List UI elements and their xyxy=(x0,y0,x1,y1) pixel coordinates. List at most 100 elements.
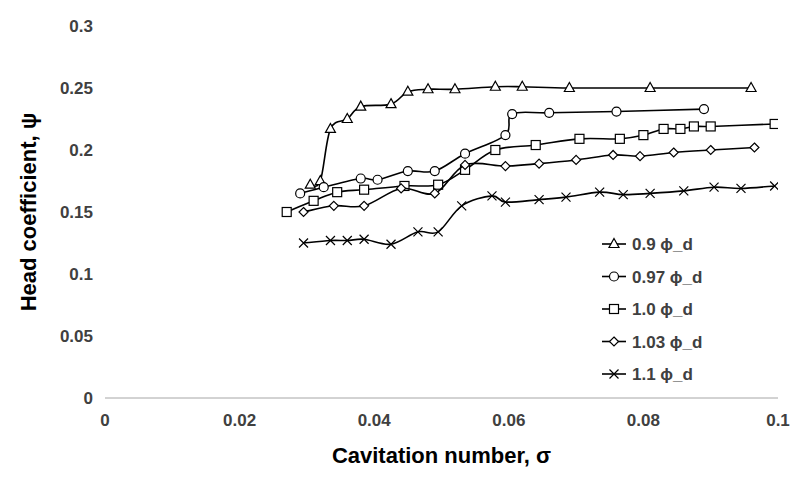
x-tick-label: 0.08 xyxy=(627,411,660,430)
data-point xyxy=(679,186,688,195)
x-axis-title: Cavitation number, σ xyxy=(332,443,551,468)
data-point xyxy=(572,155,581,164)
legend: 0.9 ϕ_d0.97 ϕ_d1.0 ϕ_d1.03 ϕ_d1.1 ϕ_d xyxy=(602,235,702,384)
data-point xyxy=(325,123,335,132)
data-point xyxy=(487,191,496,200)
legend-label: 0.9 ϕ_d xyxy=(632,235,693,254)
data-point xyxy=(676,124,685,133)
data-point xyxy=(403,167,412,176)
data-point xyxy=(501,131,510,140)
data-point xyxy=(329,201,338,210)
x-tick-label: 0 xyxy=(100,411,109,430)
data-point xyxy=(333,188,342,197)
x-axis xyxy=(105,398,778,399)
data-point xyxy=(659,124,668,133)
data-point xyxy=(746,83,756,92)
data-point xyxy=(501,162,510,171)
data-point xyxy=(461,149,470,158)
legend-marker xyxy=(610,305,619,314)
data-point xyxy=(689,122,698,131)
data-point xyxy=(736,184,745,193)
data-point xyxy=(360,185,369,194)
data-point xyxy=(609,150,618,159)
data-point xyxy=(645,83,655,92)
series-line xyxy=(304,186,775,244)
data-point xyxy=(299,239,308,248)
data-point xyxy=(669,148,678,157)
data-point xyxy=(770,181,778,190)
data-point xyxy=(706,122,715,131)
data-point xyxy=(299,208,308,217)
data-point xyxy=(646,189,655,198)
data-point xyxy=(699,105,708,114)
y-tick-label: 0.15 xyxy=(60,203,93,222)
data-point xyxy=(615,134,624,143)
data-point xyxy=(535,159,544,168)
data-point xyxy=(430,167,439,176)
legend-marker xyxy=(610,337,619,346)
data-point xyxy=(612,107,621,116)
data-point xyxy=(450,84,460,93)
data-point xyxy=(491,146,500,155)
data-point xyxy=(305,179,315,188)
data-point xyxy=(343,236,352,245)
data-point xyxy=(423,84,433,93)
series-line xyxy=(287,124,775,212)
data-point xyxy=(397,184,406,193)
data-point xyxy=(770,119,778,128)
data-point xyxy=(564,83,574,92)
data-point xyxy=(319,183,328,192)
data-point xyxy=(750,143,759,152)
legend-label: 1.1 ϕ_d xyxy=(632,365,693,384)
y-tick-label: 0.1 xyxy=(69,265,93,284)
data-point xyxy=(461,160,470,169)
data-point xyxy=(296,189,305,198)
data-point xyxy=(562,193,571,202)
data-point xyxy=(360,235,369,244)
data-point xyxy=(457,201,466,210)
data-point xyxy=(373,175,382,184)
data-point xyxy=(434,227,443,236)
x-tick-label: 0.06 xyxy=(492,411,525,430)
data-point xyxy=(575,134,584,143)
legend-marker xyxy=(609,239,619,248)
series-line xyxy=(300,109,704,193)
chart: 0 0.05 0.1 0.15 0.2 0.25 0.3 0 0.02 0.04 0.06 0.08 0… xyxy=(0,0,802,481)
data-point xyxy=(531,141,540,150)
data-point xyxy=(545,108,554,117)
y-tick-label: 0.3 xyxy=(69,17,93,36)
legend-label: 1.0 ϕ_d xyxy=(632,300,693,319)
data-point xyxy=(595,188,604,197)
x-tick-label: 0.02 xyxy=(223,411,256,430)
data-point xyxy=(706,146,715,155)
data-point xyxy=(387,240,396,249)
data-point xyxy=(619,190,628,199)
plot-area xyxy=(282,81,778,248)
x-tick-label: 0.1 xyxy=(766,411,790,430)
data-point xyxy=(535,195,544,204)
series-line xyxy=(310,87,751,187)
data-point xyxy=(386,99,396,108)
x-tick-label: 0.04 xyxy=(358,411,392,430)
y-tick-label: 0.05 xyxy=(60,327,93,346)
y-tick-label: 0.2 xyxy=(69,141,93,160)
data-point xyxy=(342,114,352,123)
data-point xyxy=(309,196,318,205)
data-point xyxy=(360,201,369,210)
y-tick-label: 0.25 xyxy=(60,79,93,98)
data-point xyxy=(430,189,439,198)
data-point xyxy=(508,110,517,119)
data-point xyxy=(517,81,527,90)
data-point xyxy=(356,101,366,110)
background xyxy=(0,0,802,481)
y-tick-label: 0 xyxy=(84,389,93,408)
data-point xyxy=(282,208,291,217)
legend-label: 1.03 ϕ_d xyxy=(632,333,702,352)
data-point xyxy=(356,174,365,183)
legend-marker xyxy=(610,272,619,281)
data-point xyxy=(636,152,645,161)
data-point xyxy=(413,227,422,236)
data-point xyxy=(639,131,648,140)
data-point xyxy=(501,198,510,207)
data-point xyxy=(710,183,719,192)
